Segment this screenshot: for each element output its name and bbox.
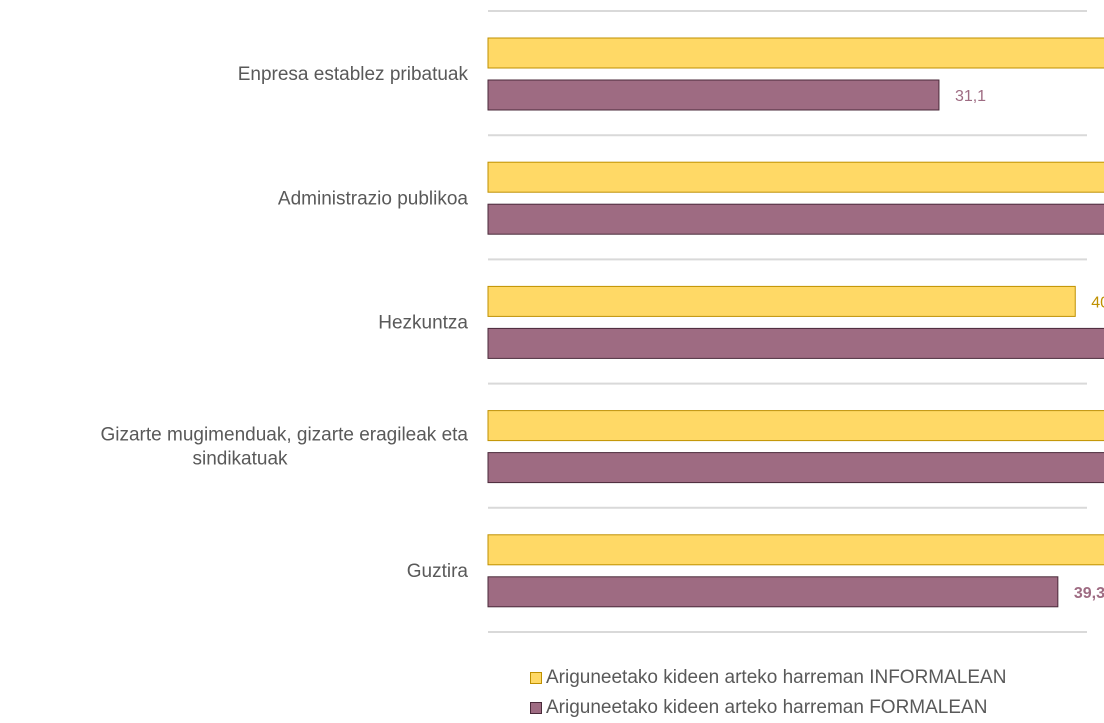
- data-label: 40,5: [1091, 294, 1104, 311]
- category-label: Gizarte mugimenduak, gizarte eragileak e…: [100, 425, 468, 446]
- bar: [487, 203, 1104, 235]
- category-label: Hezkuntza: [378, 313, 468, 334]
- bar: [487, 327, 1104, 359]
- category-label: Guztira: [407, 561, 469, 582]
- grid-lines: [488, 10, 1087, 633]
- data-label: 39,3: [1074, 585, 1104, 602]
- bar: [487, 410, 1104, 442]
- value-labels: 43,031,148,551,540,545,946,348,144,139,3: [955, 88, 1104, 602]
- bar: [487, 285, 1076, 317]
- category-label: Administrazio publikoa: [278, 188, 469, 209]
- category-label: Enpresa establez pribatuak: [238, 64, 469, 85]
- bar: [487, 576, 1059, 608]
- category-labels: Enpresa establez pribatuak Administrazio …: [100, 64, 468, 582]
- bars: [487, 37, 1104, 608]
- bar: [487, 161, 1104, 193]
- bar: [487, 37, 1104, 69]
- legend: Ariguneetako kideen arteko harreman INFO…: [530, 663, 1006, 723]
- legend-item-informal: Ariguneetako kideen arteko harreman INFO…: [530, 663, 1006, 693]
- data-label: 31,1: [955, 88, 986, 105]
- bar: [487, 452, 1104, 484]
- legend-swatch-informal: [530, 672, 542, 684]
- legend-item-formal: Ariguneetako kideen arteko harreman FORM…: [530, 693, 1006, 723]
- category-label: sindikatuak: [192, 449, 288, 470]
- bar: [487, 79, 940, 111]
- legend-swatch-formal: [530, 702, 542, 714]
- bar: [487, 534, 1104, 566]
- legend-label-formal: Ariguneetako kideen arteko harreman FORM…: [546, 697, 988, 718]
- legend-label-informal: Ariguneetako kideen arteko harreman INFO…: [546, 667, 1007, 688]
